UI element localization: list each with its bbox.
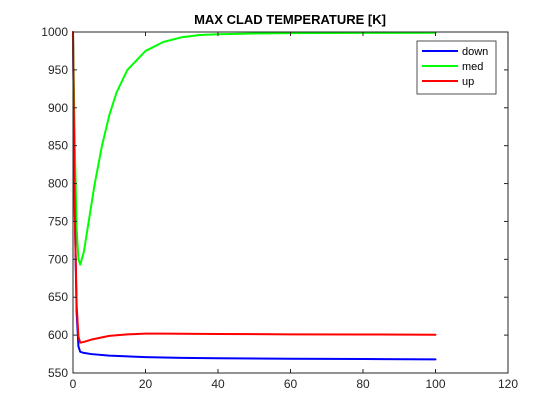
y-tick-label: 750 [48,214,68,228]
legend-label-up: up [462,76,474,88]
y-tick-label: 1000 [41,25,68,39]
legend-label-med: med [462,61,483,73]
y-tick-label: 600 [48,328,68,342]
x-tick-label: 100 [425,377,445,391]
y-tick-label: 700 [48,252,68,266]
x-tick-label: 80 [356,377,370,391]
y-tick-label: 650 [48,290,68,304]
series-layer [72,31,437,361]
x-tick-label: 60 [284,377,298,391]
y-tick-label: 850 [48,139,68,153]
x-tick-label: 20 [139,377,153,391]
y-tick-label: 950 [48,63,68,77]
y-tick-label: 800 [48,177,68,191]
chart-title: MAX CLAD TEMPERATURE [K] [194,12,386,27]
y-tick-label: 900 [48,101,68,115]
series-line-up [72,31,437,344]
legend-label-down: down [462,46,488,58]
ticks-layer: 0 20 40 60 80 100 120 550 600 650 700 750 800 850 900 9… [41,25,518,391]
x-tick-label: 40 [211,377,225,391]
y-tick-label: 550 [48,366,68,380]
x-tick-label: 120 [498,377,518,391]
series-line-med [72,31,437,266]
legend: down med up [416,40,497,95]
legend-box [416,40,497,95]
x-tick-label: 0 [70,377,77,391]
